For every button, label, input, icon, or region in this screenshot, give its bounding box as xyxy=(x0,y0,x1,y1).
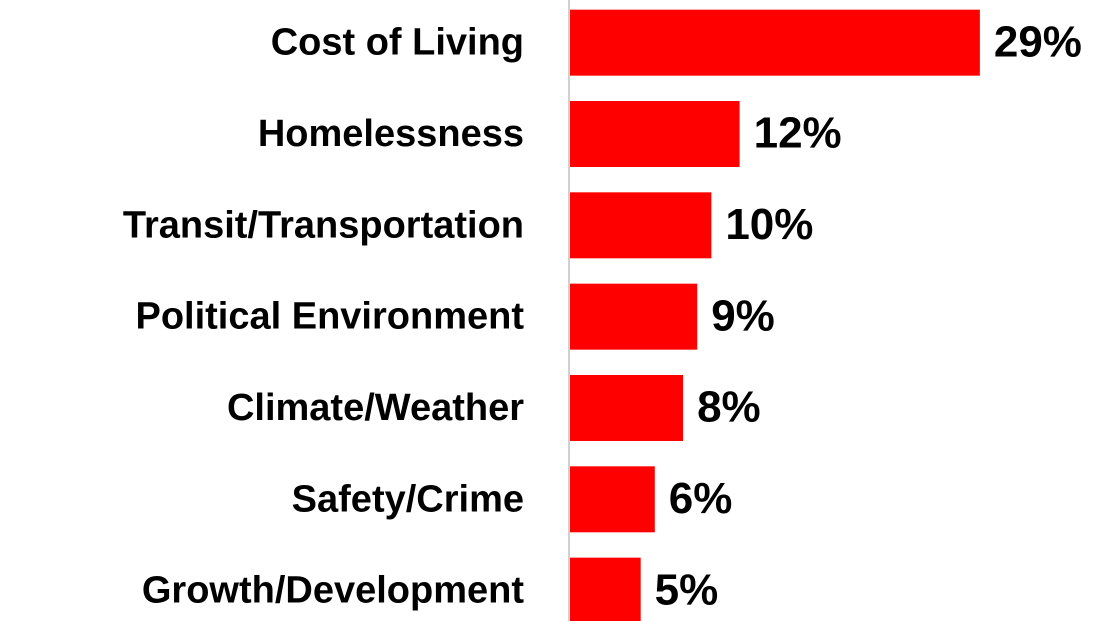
bar xyxy=(570,100,740,167)
value-label: 9% xyxy=(711,291,775,340)
bar xyxy=(570,557,641,621)
value-label: 29% xyxy=(994,17,1082,66)
category-label: Political Environment xyxy=(135,296,524,338)
category-label: Cost of Living xyxy=(271,22,524,64)
bar xyxy=(570,374,684,441)
bar xyxy=(570,9,980,76)
value-label: 12% xyxy=(754,109,842,158)
value-label: 8% xyxy=(697,383,761,432)
category-label: Homelessness xyxy=(258,113,524,155)
value-label: 6% xyxy=(669,474,733,523)
bar xyxy=(570,192,712,259)
category-label: Transit/Transportation xyxy=(123,204,524,246)
bar xyxy=(570,283,698,350)
category-label: Climate/Weather xyxy=(227,387,524,429)
category-label: Safety/Crime xyxy=(292,478,524,520)
category-label: Growth/Development xyxy=(142,570,524,612)
bar xyxy=(570,466,655,533)
value-label: 5% xyxy=(655,565,719,614)
value-label: 10% xyxy=(725,200,813,249)
